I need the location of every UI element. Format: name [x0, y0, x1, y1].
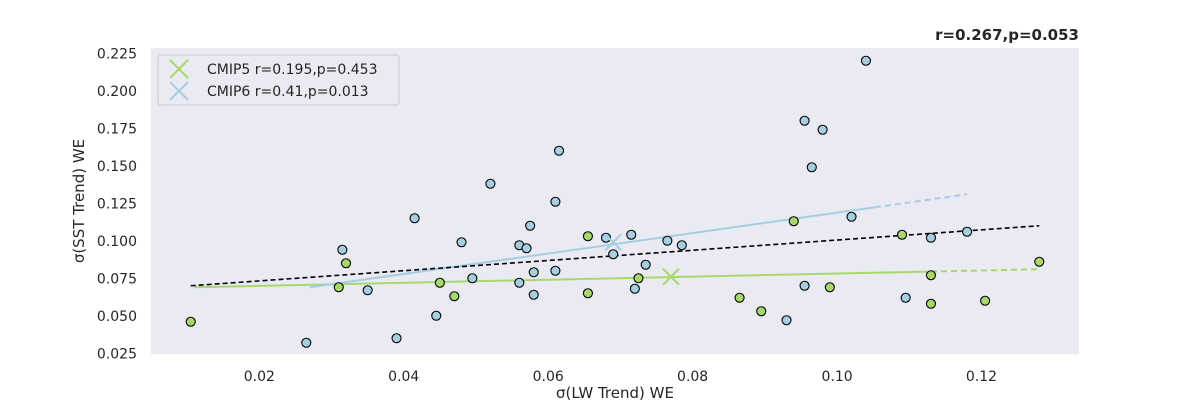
series-1-fit-extension [874, 193, 968, 209]
series-1-point [528, 289, 539, 300]
series-0-point [633, 273, 644, 284]
mean-markers [604, 233, 680, 286]
x-axis-ticks: 0.02 0.04 0.06 0.08 0.10 0.12 [244, 369, 997, 385]
series-1-point [525, 220, 536, 231]
series-1-point [337, 244, 348, 255]
series-0-point [925, 298, 937, 309]
series-0-point [582, 288, 593, 299]
series-0-fit-line [194, 270, 922, 289]
series-1-point [553, 145, 565, 156]
series-1-point [528, 267, 539, 278]
series-0-point [980, 295, 991, 306]
legend-label-cmip5: CMIP5 r=0.195,p=0.453 [207, 62, 378, 78]
series-0-point [185, 316, 196, 327]
series-0-point [449, 291, 460, 302]
series-0-point [1034, 256, 1045, 267]
series-0-point [824, 282, 835, 293]
series-0-point [897, 229, 908, 240]
series-1-point [662, 235, 673, 246]
x-tick-label: 0.10 [821, 369, 852, 385]
series-1-point [925, 232, 937, 243]
series-1-mean-marker [604, 233, 622, 251]
series-0-point [756, 306, 767, 317]
series-1-point [362, 285, 373, 296]
chart-title: r=0.267,p=0.053 [935, 26, 1079, 44]
series-0-point [925, 270, 937, 281]
y-axis-label: σ(SST Trend) WE [70, 139, 88, 263]
y-tick-label: 0.150 [97, 159, 137, 175]
y-tick-label: 0.125 [97, 196, 137, 212]
series-1-point [608, 249, 619, 260]
series-1-point [600, 232, 612, 243]
series-0-point [734, 292, 745, 303]
series-1-point [806, 162, 817, 173]
series-1-point [846, 211, 857, 222]
series-1-point [550, 196, 561, 207]
legend-marker-cmip6 [169, 81, 189, 101]
series-1-point [409, 213, 420, 224]
legend-label-cmip6: CMIP6 r=0.41,p=0.013 [207, 84, 369, 100]
series-1-point [301, 337, 312, 348]
series-1-point [550, 265, 561, 276]
series-1-point [640, 259, 651, 270]
legend-x-cmip5 [169, 59, 189, 79]
legend-box [157, 54, 400, 106]
series-1-point [781, 315, 792, 326]
y-tick-label: 0.050 [97, 309, 137, 325]
series-1-point [391, 333, 402, 344]
legend-marker-cmip5 [169, 59, 189, 79]
series-1-point [456, 237, 467, 248]
series-1-point [431, 310, 442, 321]
series-0-point [434, 277, 445, 288]
series-1-point [626, 229, 637, 240]
x-tick-label: 0.02 [244, 369, 275, 385]
x-tick-label: 0.04 [388, 369, 419, 385]
legend-x-cmip6-stroke-b [169, 81, 189, 101]
series-1-point [817, 124, 828, 135]
series-0-point [788, 216, 799, 227]
y-tick-label: 0.100 [97, 234, 137, 250]
series-0-mean-marker [662, 268, 680, 286]
series-1-point [900, 292, 911, 303]
y-tick-label: 0.225 [97, 46, 137, 62]
series-1-mean-marker-stroke-b [604, 233, 622, 251]
x-axis-label: σ(LW Trend) WE [556, 384, 674, 400]
series-1-point [799, 280, 810, 291]
y-tick-label: 0.200 [97, 84, 137, 100]
series-1-point [799, 115, 810, 126]
legend: CMIP5 r=0.195,p=0.453 CMIP6 r=0.41,p=0.0… [157, 54, 400, 106]
x-tick-label: 0.08 [677, 369, 708, 385]
y-tick-label: 0.175 [97, 121, 137, 137]
series-0-point [582, 231, 593, 242]
data-points [185, 55, 1045, 348]
series-1-point [860, 55, 872, 66]
x-tick-label: 0.06 [533, 369, 564, 385]
x-tick-label: 0.12 [966, 369, 997, 385]
legend-x-cmip5-stroke-b [169, 59, 189, 79]
series-1-point [514, 277, 525, 288]
series-1-fit-line [309, 206, 876, 289]
series-0-mean-marker-stroke-b [662, 268, 680, 286]
series-0-point [333, 282, 344, 293]
series-0-point [340, 258, 352, 269]
series-1-point [629, 283, 640, 294]
series-1-point [485, 178, 496, 189]
series-1-point [467, 273, 478, 284]
y-tick-label: 0.075 [97, 271, 137, 287]
series-1-point [521, 243, 532, 254]
series-1-point [676, 240, 687, 251]
legend-x-cmip6 [169, 81, 189, 101]
y-axis-ticks: 0.025 0.050 0.075 0.100 0.125 0.150 0.175 0.200… [97, 46, 137, 362]
y-tick-label: 0.025 [97, 346, 137, 362]
series-1-point [962, 226, 973, 237]
